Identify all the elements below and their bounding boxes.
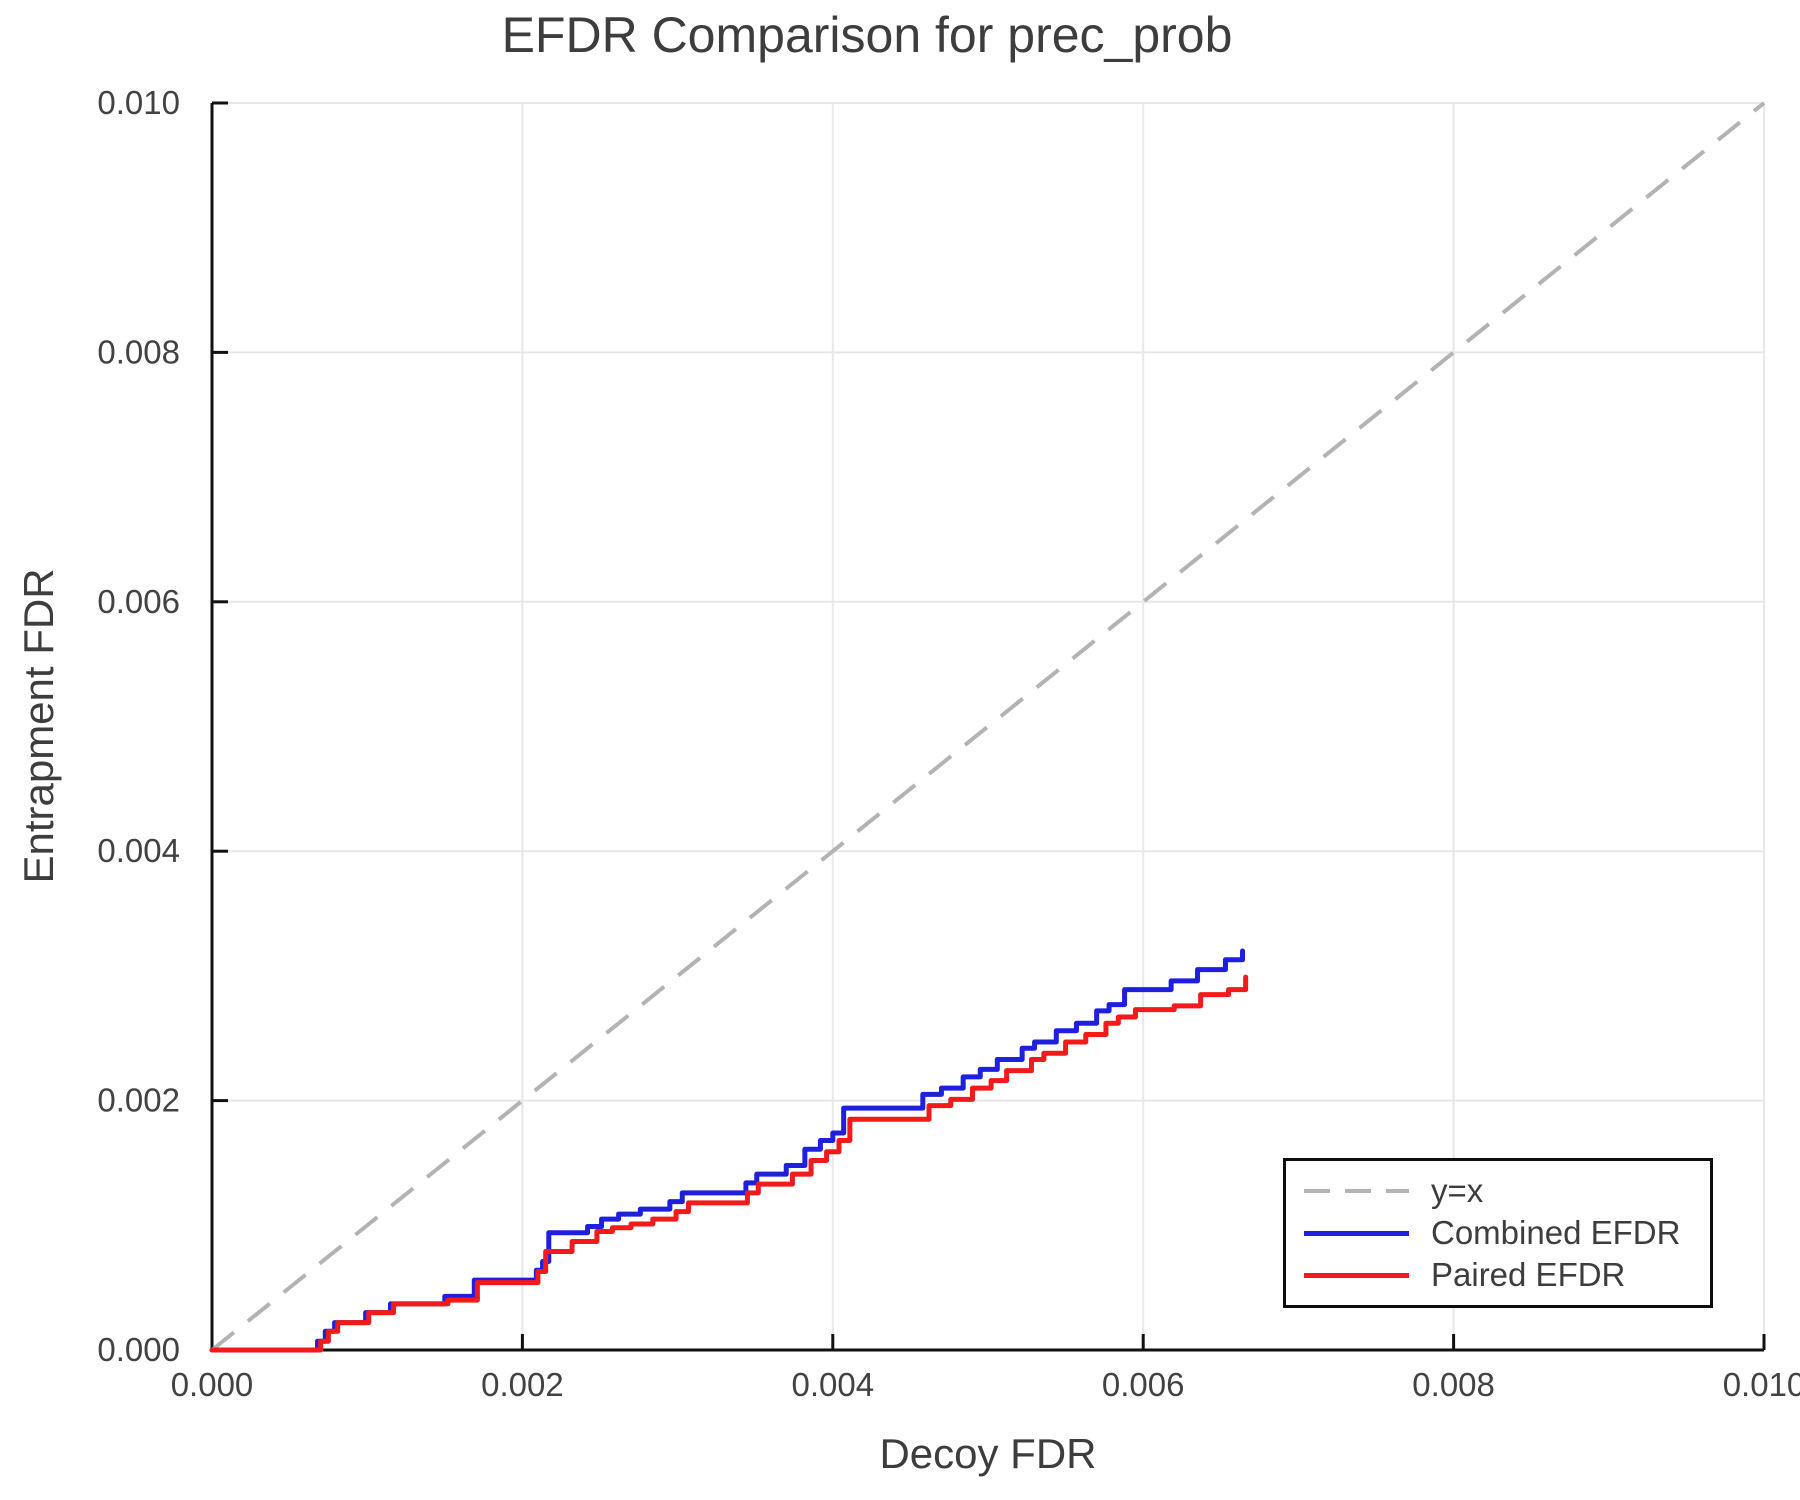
combined-efdr-line	[209, 948, 1246, 1353]
x-tick-label: 0.000	[171, 1366, 254, 1403]
tick-labels: 0.000 0.002 0.004 0.006 0.008 0.010 0.000 0.002…	[97, 84, 1800, 1403]
yx-line-swatch	[1304, 1189, 1409, 1193]
axes	[210, 103, 1764, 1352]
legend-swatch-wrap	[1304, 1189, 1409, 1193]
y-tick-label: 0.008	[97, 333, 180, 370]
legend: y=x Combined EFDR Paired EFDR	[1283, 1158, 1713, 1308]
legend-label-yx: y=x	[1431, 1172, 1484, 1209]
chart-title: EFDR Comparison for prec_prob	[501, 7, 1233, 63]
gridlines	[212, 102, 1765, 1350]
y-tick-label: 0.002	[97, 1082, 180, 1119]
combined-efdr-line-swatch	[1304, 1230, 1409, 1236]
legend-label-combined-efdr: Combined EFDR	[1431, 1214, 1681, 1251]
x-tick-label: 0.008	[1412, 1366, 1495, 1403]
y-tick-label: 0.010	[97, 84, 180, 121]
y-tick-label: 0.000	[97, 1331, 180, 1368]
paired-efdr-line-swatch	[1304, 1272, 1409, 1278]
x-tick-label: 0.010	[1723, 1366, 1800, 1403]
x-tick-label: 0.006	[1102, 1366, 1185, 1403]
x-axis-label: Decoy FDR	[879, 1430, 1097, 1477]
legend-swatch-wrap	[1304, 1230, 1409, 1236]
legend-item-yx: y=x	[1304, 1172, 1710, 1210]
y-axis-label: Entrapment FDR	[15, 568, 62, 884]
paired-efdr-line	[209, 974, 1249, 1353]
legend-label-paired-efdr: Paired EFDR	[1431, 1256, 1626, 1293]
yx-reference-line	[210, 101, 1766, 1352]
y-tick-label: 0.004	[97, 832, 180, 869]
legend-item-paired-efdr: Paired EFDR	[1304, 1256, 1710, 1294]
legend-swatch-wrap	[1304, 1272, 1409, 1278]
legend-item-combined-efdr: Combined EFDR	[1304, 1214, 1710, 1252]
y-tick-label: 0.006	[97, 583, 180, 620]
x-tick-label: 0.002	[481, 1366, 564, 1403]
x-tick-label: 0.004	[792, 1366, 875, 1403]
